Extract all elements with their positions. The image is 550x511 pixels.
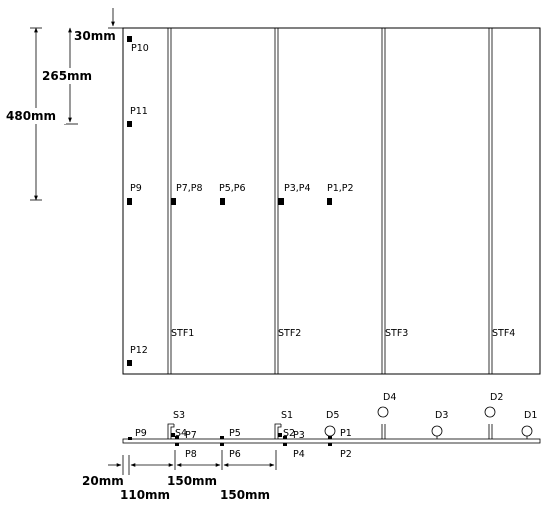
section-view: S3 S4 P7 P8 P9 P5 P6 S1 S2 P3 P4 D5 P1 P… xyxy=(122,392,541,460)
sensor-p7-p8 xyxy=(171,198,176,205)
gauge-d5 xyxy=(324,425,336,437)
dim-265mm: 265mm xyxy=(42,69,92,83)
stiffener-stf2 xyxy=(274,28,279,374)
stf2-label: STF2 xyxy=(278,328,301,339)
stiffener-stf1 xyxy=(167,28,172,374)
section-p5-label: P5 xyxy=(229,428,241,439)
section-dimensions: 20mm 110mm 150mm 150mm xyxy=(82,450,277,502)
dim-20mm: 20mm xyxy=(82,474,124,488)
p3-p4-label: P3,P4 xyxy=(284,183,311,194)
plate-outline xyxy=(122,27,541,375)
dim-30mm: 30mm xyxy=(74,29,116,43)
stf4-label: STF4 xyxy=(492,328,515,339)
stiffener-d2 xyxy=(488,424,493,439)
sensor-section-p2 xyxy=(328,443,332,446)
section-p6-label: P6 xyxy=(229,449,241,460)
stiffener-d4 xyxy=(381,424,386,439)
sensor-section-p8 xyxy=(175,443,179,446)
section-p1-label: P1 xyxy=(340,428,352,439)
p12-label: P12 xyxy=(130,345,148,356)
sensor-p10 xyxy=(127,36,132,42)
sensor-p3-p4 xyxy=(278,198,284,205)
sensor-section-p9 xyxy=(128,437,132,440)
gauge-d3 xyxy=(431,425,443,439)
stf3-label: STF3 xyxy=(385,328,408,339)
sensor-p5-p6 xyxy=(220,198,225,205)
sensor-section-s4 xyxy=(171,433,175,437)
plan-dimensions: 30mm 265mm 480mm xyxy=(6,8,123,201)
section-p9-label: P9 xyxy=(135,428,147,439)
gauge-d4 xyxy=(377,406,389,418)
section-p8-label: P8 xyxy=(185,449,197,460)
dim-110mm: 110mm xyxy=(120,488,170,502)
section-d1-label: D1 xyxy=(524,410,537,421)
sensor-section-p6 xyxy=(220,443,224,446)
sensor-section-p1 xyxy=(328,436,332,439)
section-s3-label: S3 xyxy=(173,410,185,421)
section-d3-label: D3 xyxy=(435,410,448,421)
p7-p8-label: P7,P8 xyxy=(176,183,203,194)
sensor-section-p5 xyxy=(220,436,224,439)
section-p3-label: P3 xyxy=(293,430,305,441)
sensor-section-p3 xyxy=(283,436,287,439)
sensor-section-p7 xyxy=(175,436,179,439)
sensor-p11 xyxy=(127,121,132,127)
p10-label: P10 xyxy=(131,43,149,54)
section-s4-label: S4 xyxy=(175,428,187,439)
section-d4-label: D4 xyxy=(383,392,396,403)
section-s2-label: S2 xyxy=(283,428,295,439)
p9-label: P9 xyxy=(130,183,142,194)
section-p7-label: P7 xyxy=(185,430,197,441)
sensor-p12 xyxy=(127,360,132,366)
p11-label: P11 xyxy=(130,106,148,117)
stf1-label: STF1 xyxy=(171,328,194,339)
section-d2-label: D2 xyxy=(490,392,503,403)
section-s1-label: S1 xyxy=(281,410,293,421)
dim-150mm-b: 150mm xyxy=(220,488,270,502)
section-d5-label: D5 xyxy=(326,410,339,421)
dim-150mm-a: 150mm xyxy=(167,474,217,488)
section-p2-label: P2 xyxy=(340,449,352,460)
section-p4-label: P4 xyxy=(293,449,305,460)
stiffener-stf4 xyxy=(488,28,493,374)
p5-p6-label: P5,P6 xyxy=(219,183,246,194)
sensor-section-p4 xyxy=(283,443,287,446)
sensor-p1-p2 xyxy=(327,198,332,205)
gauge-d2 xyxy=(484,406,496,418)
dim-480mm: 480mm xyxy=(6,109,56,123)
sensor-section-s2 xyxy=(278,433,282,437)
stiffener-stf3 xyxy=(381,28,386,374)
sensor-p9 xyxy=(127,198,132,205)
gauge-d1 xyxy=(521,425,533,439)
plan-view: STF1 STF2 STF3 STF4 P10 P11 P9 P12 P7,P8… xyxy=(122,27,541,375)
p1-p2-label: P1,P2 xyxy=(327,183,354,194)
